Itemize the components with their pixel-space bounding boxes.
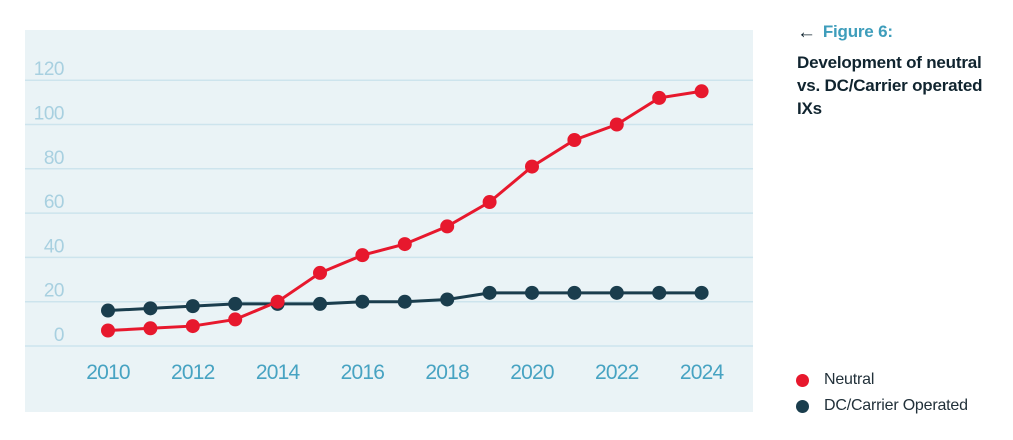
data-point-neutral-2015 — [313, 265, 327, 280]
data-point-neutral-2024 — [694, 84, 709, 99]
data-point-neutral-2013 — [228, 312, 243, 327]
chart-legend: Neutral DC/Carrier Operated — [796, 367, 1013, 419]
figure-caption-head: ← Figure 6: — [797, 22, 1007, 42]
figure-title-line: Development of neutral — [797, 53, 982, 72]
y-axis-tick-label: 60 — [44, 192, 64, 213]
y-axis-tick-label: 120 — [34, 59, 64, 80]
data-point-neutral-2016 — [355, 248, 370, 263]
x-axis-tick-label: 2022 — [595, 361, 639, 384]
legend-label-dc-carrier: DC/Carrier Operated — [824, 397, 968, 414]
x-axis-tick-label: 2020 — [510, 361, 554, 384]
legend-dot-neutral-icon — [796, 373, 809, 387]
data-point-dc-carrier-2010 — [101, 303, 115, 318]
data-point-neutral-2012 — [185, 319, 200, 334]
data-point-neutral-2023 — [652, 90, 667, 105]
data-point-neutral-2010 — [101, 323, 115, 338]
data-point-dc-carrier-2018 — [440, 292, 455, 307]
figure-title-line: vs. DC/Carrier operated — [797, 76, 983, 95]
data-point-dc-carrier-2015 — [313, 296, 327, 311]
legend-item-dc-carrier: DC/Carrier Operated — [796, 393, 1013, 419]
data-point-dc-carrier-2021 — [567, 285, 582, 300]
data-point-neutral-2018 — [440, 219, 455, 234]
y-axis-tick-label: 100 — [34, 104, 64, 125]
y-axis-tick-label: 20 — [44, 281, 64, 302]
data-point-dc-carrier-2016 — [355, 294, 370, 309]
y-axis-tick-label: 40 — [44, 236, 64, 257]
data-point-dc-carrier-2012 — [185, 299, 200, 314]
figure-caption: ← Figure 6: Development of neutral vs. D… — [797, 22, 1007, 120]
line-chart: 0 20 40 60 80 100 120 2010 2012 2014 2016 2018 2020 2… — [25, 59, 753, 384]
legend-item-neutral: Neutral — [796, 367, 1013, 393]
figure-title: Development of neutral vs. DC/Carrier op… — [797, 51, 1007, 120]
y-axis-tick-label: 80 — [44, 148, 64, 169]
data-point-neutral-2019 — [482, 195, 497, 210]
chart-panel: 0 20 40 60 80 100 120 2010 2012 2014 2016 2018 2020 2… — [25, 30, 753, 412]
x-axis-tick-label: 2012 — [171, 361, 215, 384]
data-point-neutral-2020 — [525, 159, 539, 174]
x-axis-tick-label: 2024 — [680, 361, 725, 384]
data-point-neutral-2021 — [567, 133, 582, 148]
x-axis-tick-label: 2014 — [256, 361, 301, 384]
legend-dot-dc-carrier-icon — [796, 399, 809, 413]
left-arrow-icon: ← — [797, 21, 816, 43]
data-point-neutral-2014 — [270, 294, 285, 309]
data-point-dc-carrier-2024 — [694, 285, 709, 300]
data-point-dc-carrier-2022 — [609, 285, 624, 300]
data-point-neutral-2017 — [397, 237, 412, 252]
data-point-dc-carrier-2019 — [482, 285, 497, 300]
x-axis-tick-label: 2016 — [341, 361, 385, 384]
legend-label-neutral: Neutral — [824, 371, 875, 388]
data-point-dc-carrier-2013 — [228, 296, 243, 311]
data-point-dc-carrier-2011 — [143, 301, 158, 316]
data-point-neutral-2011 — [143, 321, 158, 336]
data-point-neutral-2022 — [609, 117, 624, 132]
data-point-dc-carrier-2017 — [397, 294, 412, 309]
figure-title-line: IXs — [797, 99, 822, 118]
x-axis-tick-label: 2010 — [86, 361, 130, 384]
x-axis-tick-label: 2018 — [425, 361, 469, 384]
data-point-dc-carrier-2023 — [652, 285, 667, 300]
data-point-dc-carrier-2020 — [525, 285, 539, 300]
y-axis-tick-label: 0 — [54, 325, 64, 346]
figure-label: Figure 6: — [822, 22, 893, 41]
